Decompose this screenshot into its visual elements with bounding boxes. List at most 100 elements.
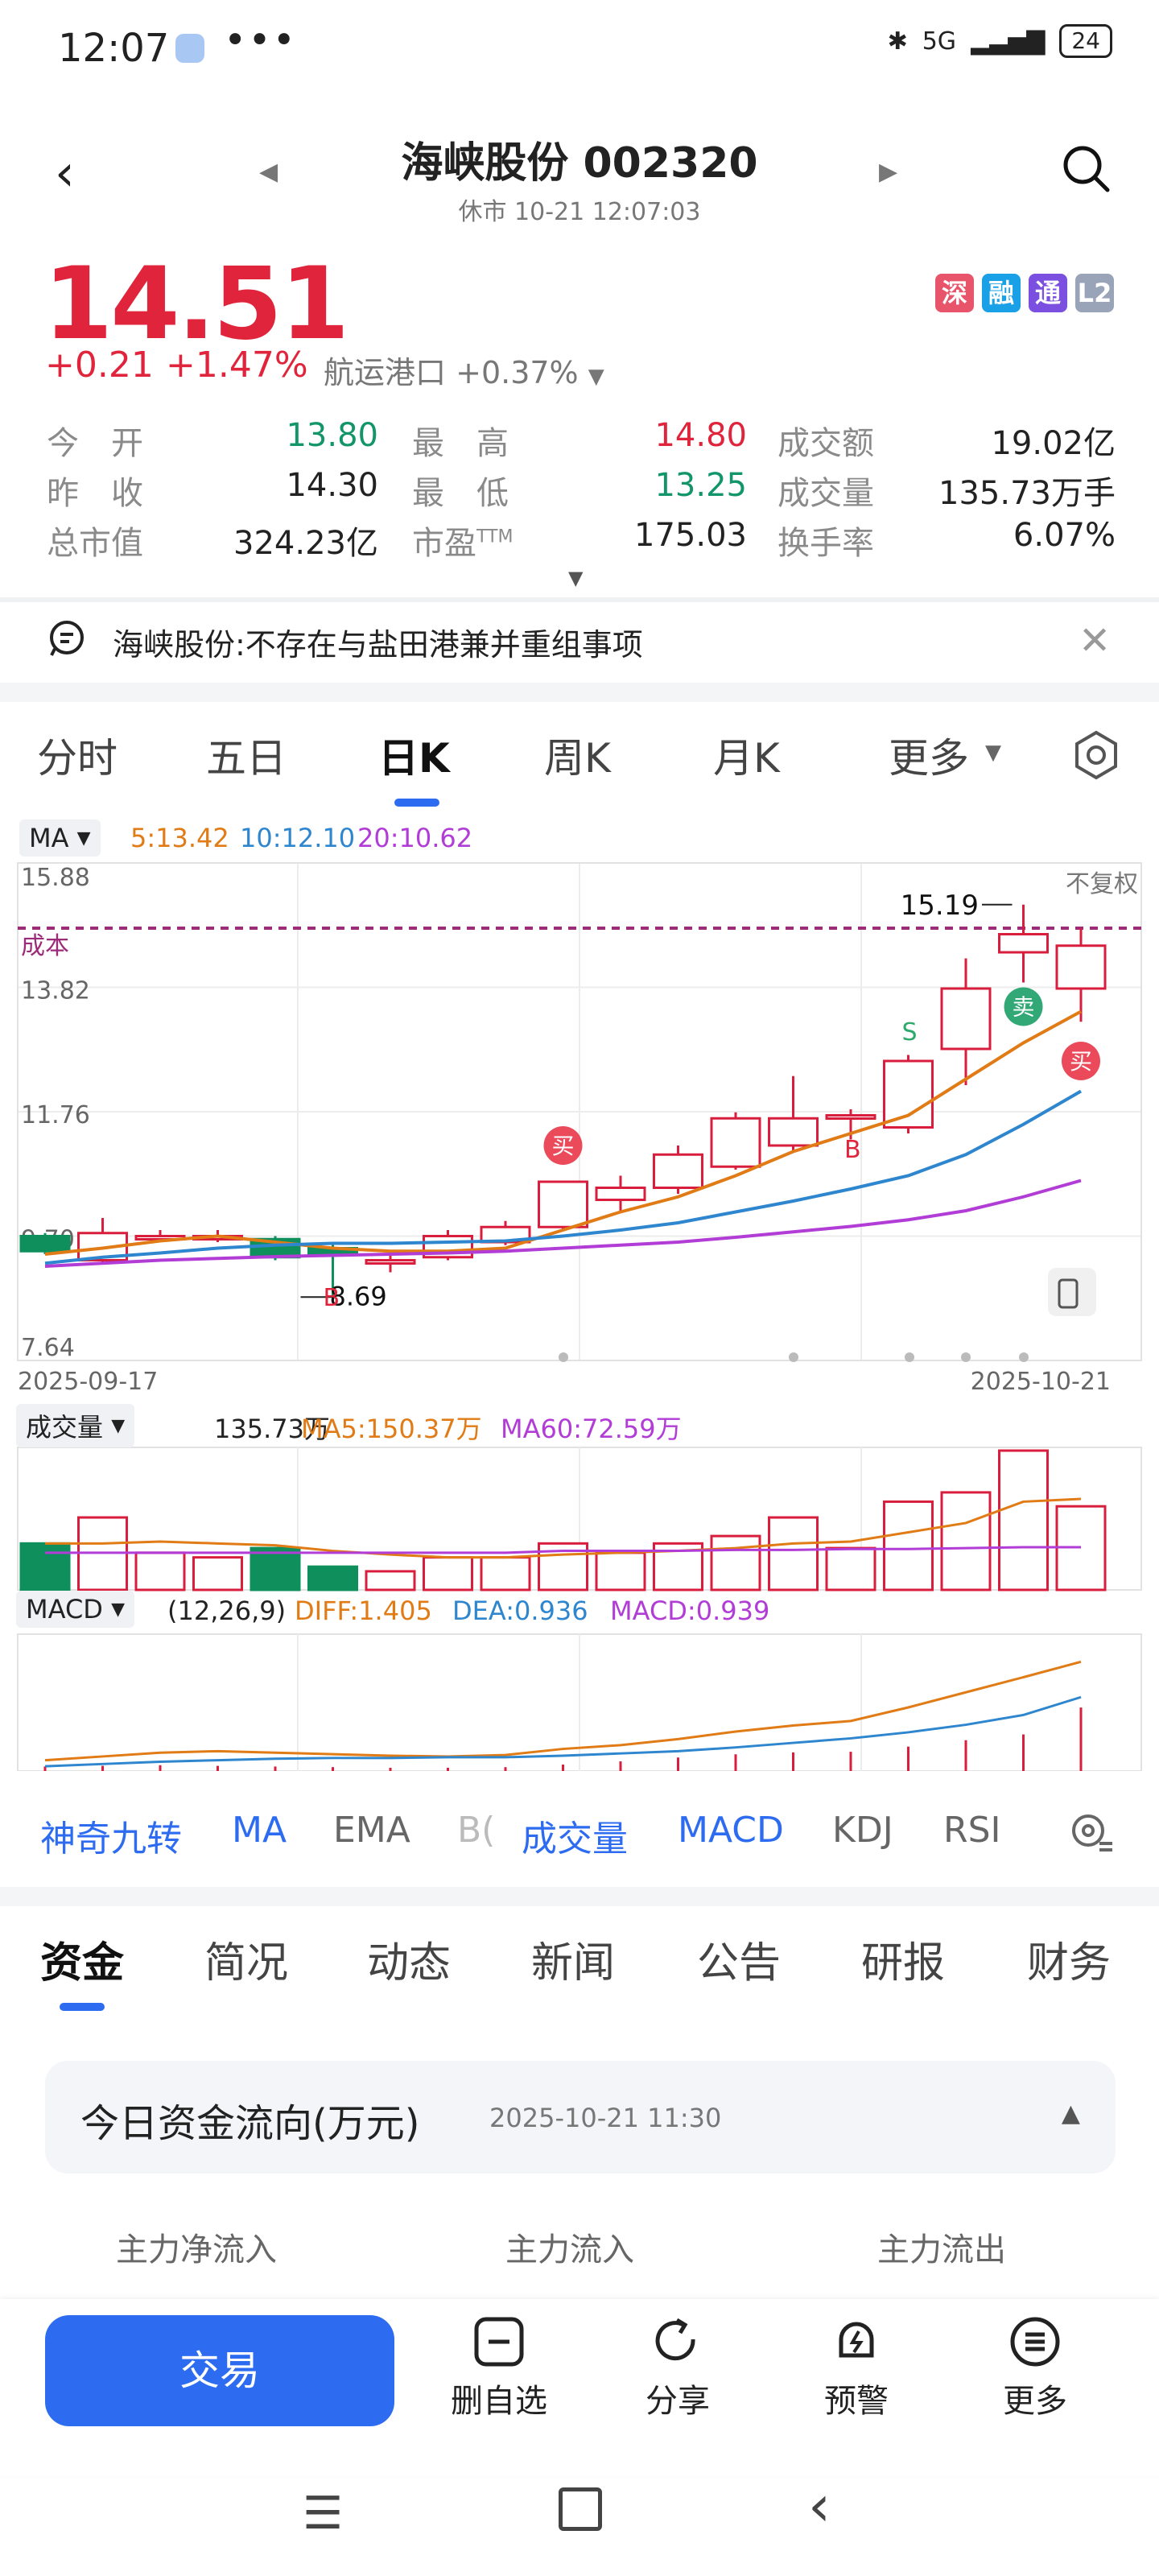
k-line-chart[interactable]: 15.8813.8211.769.707.64成本不复权15.198.69SBB…	[0, 853, 1159, 1771]
sector-name: 航运港口	[324, 355, 447, 390]
volume-selector[interactable]: 成交量 ▼	[16, 1404, 135, 1447]
more-button[interactable]: 更多	[971, 2315, 1099, 2421]
stat-value: 13.25	[654, 467, 747, 504]
macd-params: (12,26,9)	[167, 1596, 287, 1626]
more-dropdown-icon[interactable]: ▼	[985, 741, 1001, 765]
sell-signal-icon	[1004, 987, 1043, 1026]
stat-value: 324.23亿	[233, 525, 378, 562]
fund-card-title: 今日资金流向(万元)	[80, 2101, 420, 2146]
trade-button[interactable]: 交易	[45, 2315, 394, 2426]
ma-selector[interactable]: MA ▼	[19, 819, 101, 857]
volume-bar	[710, 1534, 761, 1591]
volume-bar	[134, 1551, 186, 1591]
stat-value: 135.73万手	[938, 475, 1116, 512]
status-time: 12:07	[58, 26, 170, 71]
search-icon[interactable]	[1061, 143, 1111, 193]
high-label: 15.19	[901, 890, 979, 922]
ma20-line	[44, 1179, 1082, 1268]
vol-ma5-legend: MA5:150.37万	[301, 1414, 482, 1444]
active-tab-indicator	[394, 799, 439, 807]
fund-col-out: 主力流出	[877, 2231, 1006, 2268]
chart-tab[interactable]: 五日	[206, 735, 287, 782]
back-button[interactable]: ‹	[55, 143, 75, 202]
indicator-tab[interactable]: 神奇九转	[40, 1818, 182, 1860]
event-dot	[559, 1352, 568, 1362]
system-home-icon[interactable]	[559, 2487, 602, 2531]
macd-selector-label: MACD	[26, 1594, 103, 1624]
x-start-date: 2025-09-17	[18, 1368, 158, 1396]
info-tab[interactable]: 动态	[367, 1939, 452, 1988]
ma-selector-label: MA	[29, 823, 69, 853]
volume-bar	[19, 1542, 71, 1591]
info-tab[interactable]: 简况	[204, 1939, 289, 1988]
news-banner-text[interactable]: 海峡股份:不存在与盐田港兼并重组事项	[113, 627, 643, 663]
menu-icon	[1010, 2317, 1060, 2367]
collapse-icon[interactable]: ▲	[1061, 2099, 1080, 2128]
system-menu-icon[interactable]: ☰	[303, 2487, 344, 2540]
fund-flow-card[interactable]: 今日资金流向(万元) 2025-10-21 11:30 ▲	[45, 2061, 1116, 2174]
share-button[interactable]: 分享	[613, 2315, 742, 2421]
expand-icon[interactable]: ▼	[568, 567, 584, 589]
diff-line	[44, 1660, 1082, 1762]
info-tab[interactable]: 财务	[1027, 1939, 1112, 1988]
buy-signal-icon	[543, 1126, 583, 1165]
system-back-icon[interactable]: ‹	[808, 2473, 831, 2539]
info-tab[interactable]: 公告	[697, 1939, 782, 1988]
chart-tab[interactable]: 更多	[889, 735, 969, 782]
info-tab[interactable]: 新闻	[531, 1939, 616, 1988]
divider	[0, 683, 1159, 702]
vol-ma5-line	[45, 1497, 1082, 1559]
stat-value: 6.07%	[1013, 517, 1116, 554]
chart-tab[interactable]: 周K	[544, 735, 611, 782]
vol-ma60-legend: MA60:72.59万	[501, 1414, 682, 1444]
signal-b-mark: B	[844, 1136, 861, 1164]
candle-body	[538, 1180, 588, 1228]
stat-value: 175.03	[634, 517, 747, 554]
remove-watchlist-button[interactable]: 删自选	[435, 2315, 563, 2421]
chart-tab[interactable]: 月K	[713, 735, 780, 782]
candle-body	[768, 1117, 819, 1147]
event-dot	[961, 1352, 971, 1362]
chart-tab[interactable]: 日K	[378, 735, 450, 782]
prev-stock-icon[interactable]: ◀	[259, 158, 278, 186]
dropdown-icon: ▼	[111, 1599, 126, 1620]
remove-icon	[474, 2317, 524, 2367]
sector-link[interactable]: 航运港口 +0.37% ▼	[324, 348, 604, 392]
indicator-tab[interactable]: EMA	[333, 1810, 410, 1851]
stat-label: 换手率	[777, 525, 874, 562]
stat-label: 最 低	[412, 475, 509, 512]
market-badge: 深	[935, 274, 974, 312]
stat-label: 今 开	[47, 425, 143, 462]
indicator-tab[interactable]: MA	[232, 1810, 287, 1851]
stat-value: 14.80	[654, 417, 747, 454]
next-stock-icon[interactable]: ▶	[879, 158, 898, 186]
macd-selector[interactable]: MACD ▼	[16, 1591, 135, 1628]
sell-signal-text: 卖	[1012, 994, 1034, 1021]
candle-body	[595, 1187, 646, 1201]
dropdown-icon: ▼	[76, 828, 91, 848]
indicator-tab[interactable]: MACD	[678, 1810, 784, 1851]
bluetooth-icon: ✱	[887, 27, 908, 56]
alert-button[interactable]: 预警	[792, 2315, 921, 2421]
share-icon	[655, 2318, 695, 2361]
info-tab[interactable]: 资金	[40, 1939, 125, 1988]
dea-line	[44, 1695, 1082, 1768]
dropdown-icon: ▼	[111, 1415, 126, 1436]
volume-bar	[940, 1491, 992, 1591]
dropdown-icon: ▼	[588, 365, 604, 389]
indicator-tab[interactable]: 成交量	[522, 1818, 628, 1860]
settings-icon[interactable]	[1070, 729, 1122, 781]
signal-b-mark: B	[324, 1284, 340, 1312]
market-status: 休市 10-21 12:07:03	[458, 198, 701, 226]
indicator-settings-icon[interactable]	[1067, 1808, 1116, 1856]
chart-tab[interactable]: 分时	[37, 735, 118, 782]
candle-body	[940, 987, 992, 1051]
candle-body	[710, 1117, 761, 1168]
divider	[0, 1887, 1159, 1906]
indicator-tab[interactable]: RSI	[943, 1810, 1001, 1851]
indicator-tab[interactable]: KDJ	[832, 1810, 893, 1851]
indicator-tab[interactable]: B(	[457, 1810, 496, 1851]
close-icon[interactable]: ✕	[1079, 618, 1112, 663]
info-tab[interactable]: 研报	[861, 1939, 946, 1988]
nav-label: 删自选	[451, 2383, 547, 2420]
